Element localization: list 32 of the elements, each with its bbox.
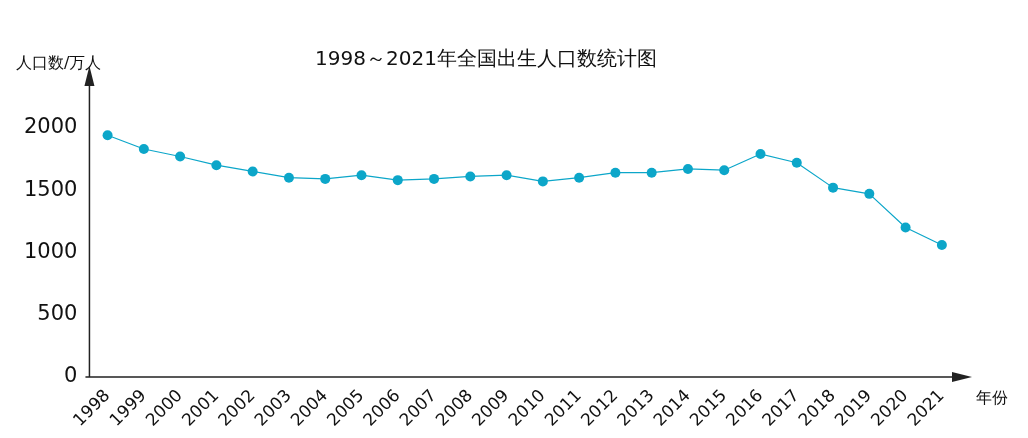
point: [247, 166, 258, 177]
point: [574, 172, 585, 183]
point: [610, 167, 621, 178]
y-axis-title: 人口数/万人: [16, 53, 102, 73]
y-tick-label: 1500: [23, 176, 78, 201]
point: [791, 157, 802, 168]
point: [900, 222, 911, 233]
point: [465, 171, 476, 182]
point: [864, 188, 875, 199]
point: [356, 170, 367, 181]
point: [755, 148, 766, 159]
point: [392, 175, 403, 186]
point: [828, 182, 839, 193]
point: [537, 176, 548, 187]
point: [283, 172, 294, 183]
point: [138, 144, 149, 155]
x-axis-title: 年份: [976, 388, 1008, 408]
point: [501, 170, 512, 181]
point: [175, 151, 186, 162]
point: [646, 167, 657, 178]
point: [320, 173, 331, 184]
point: [429, 173, 440, 184]
y-tick-label: 1000: [23, 238, 78, 263]
y-tick-label: 500: [37, 301, 78, 326]
point: [936, 239, 947, 250]
point: [211, 160, 222, 171]
point: [102, 130, 113, 141]
y-tick-label: 2000: [23, 114, 78, 139]
y-tick-label: 0: [64, 363, 78, 388]
point: [719, 165, 730, 176]
point: [682, 163, 693, 174]
chart-title: 1998～2021年全国出生人口数统计图: [315, 46, 657, 71]
